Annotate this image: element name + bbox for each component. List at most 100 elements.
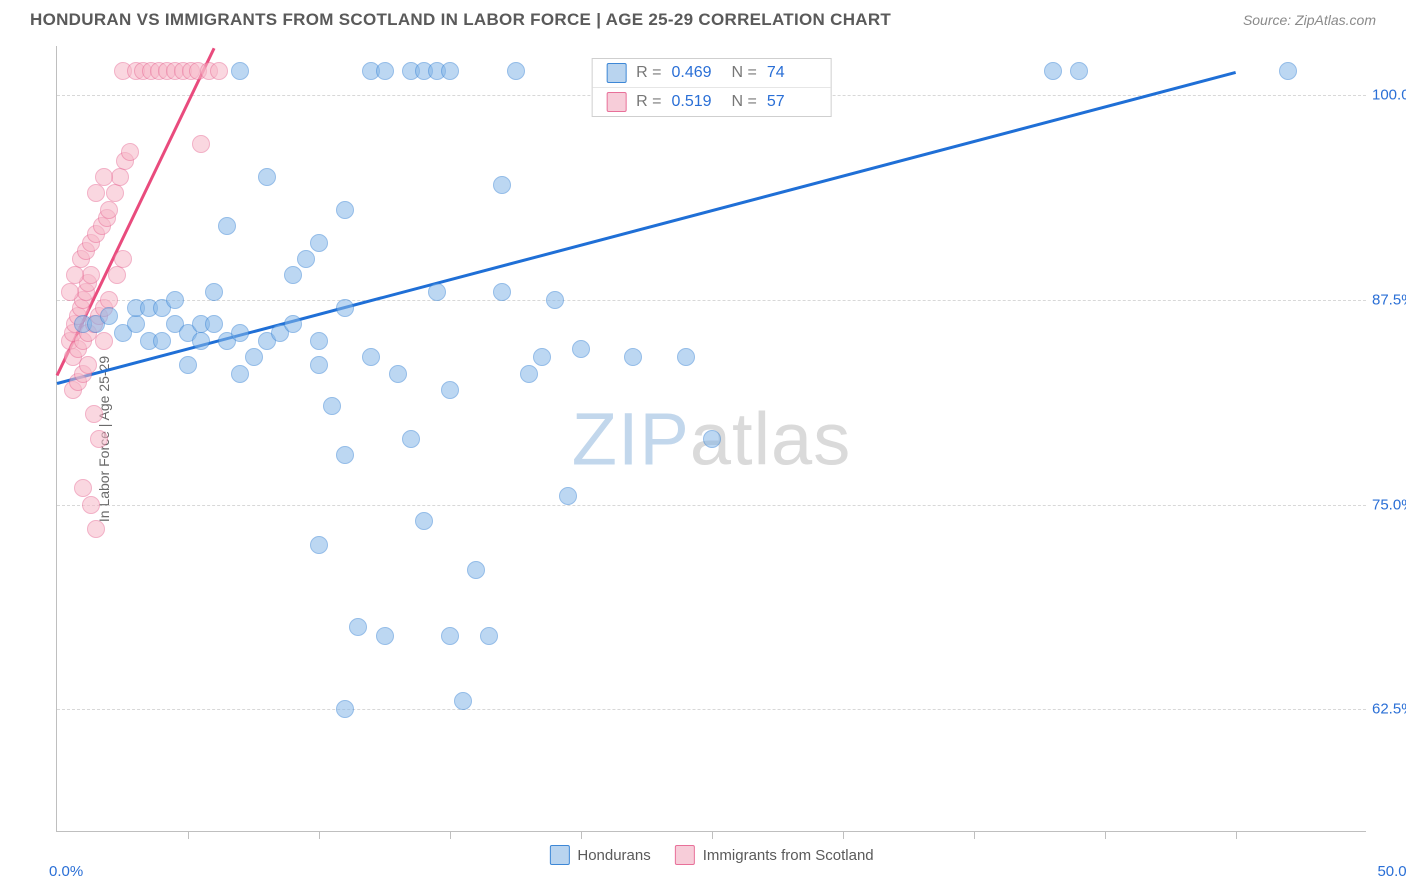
x-tick — [450, 831, 451, 839]
x-min-label: 0.0% — [49, 863, 83, 880]
data-point — [480, 627, 498, 645]
gridline — [57, 300, 1366, 301]
data-point — [100, 201, 118, 219]
legend-item-scotland: Immigrants from Scotland — [675, 845, 874, 865]
data-point — [179, 356, 197, 374]
y-tick-label: 75.0% — [1372, 496, 1406, 513]
data-point — [1044, 62, 1062, 80]
swatch-blue-icon — [606, 63, 626, 83]
data-point — [284, 315, 302, 333]
data-point — [559, 487, 577, 505]
data-point — [310, 332, 328, 350]
data-point — [95, 168, 113, 186]
stat-r-value: 0.469 — [672, 64, 722, 82]
gridline — [57, 505, 1366, 506]
x-tick — [188, 831, 189, 839]
data-point — [284, 266, 302, 284]
data-point — [100, 291, 118, 309]
stat-n-value: 57 — [767, 93, 817, 111]
data-point — [121, 143, 139, 161]
data-point — [467, 561, 485, 579]
stat-label-n: N = — [732, 93, 757, 111]
data-point — [546, 291, 564, 309]
data-point — [402, 430, 420, 448]
y-tick-label: 100.0% — [1372, 87, 1406, 104]
data-point — [192, 332, 210, 350]
legend: Hondurans Immigrants from Scotland — [549, 845, 873, 865]
data-point — [310, 536, 328, 554]
data-point — [428, 283, 446, 301]
data-point — [349, 618, 367, 636]
data-point — [362, 348, 380, 366]
data-point — [231, 365, 249, 383]
x-max-label: 50.0% — [1377, 863, 1406, 880]
data-point — [624, 348, 642, 366]
stat-label-n: N = — [732, 64, 757, 82]
stats-row-scotland: R = 0.519 N = 57 — [592, 88, 831, 116]
chart-plot-area: In Labor Force | Age 25-29 ZIPatlas 62.5… — [56, 46, 1366, 832]
stat-label-r: R = — [636, 93, 661, 111]
data-point — [454, 692, 472, 710]
data-point — [441, 62, 459, 80]
data-point — [82, 266, 100, 284]
legend-label: Immigrants from Scotland — [703, 847, 874, 864]
data-point — [336, 201, 354, 219]
data-point — [376, 627, 394, 645]
data-point — [74, 479, 92, 497]
swatch-blue-icon — [549, 845, 569, 865]
stat-n-value: 74 — [767, 64, 817, 82]
stat-label-r: R = — [636, 64, 661, 82]
x-tick — [974, 831, 975, 839]
data-point — [106, 184, 124, 202]
data-point — [323, 397, 341, 415]
data-point — [153, 332, 171, 350]
data-point — [310, 356, 328, 374]
stat-r-value: 0.519 — [672, 93, 722, 111]
data-point — [493, 283, 511, 301]
data-point — [336, 299, 354, 317]
gridline — [57, 709, 1366, 710]
x-tick — [319, 831, 320, 839]
data-point — [85, 405, 103, 423]
x-tick — [1105, 831, 1106, 839]
data-point — [336, 700, 354, 718]
data-point — [520, 365, 538, 383]
x-tick — [843, 831, 844, 839]
x-tick — [712, 831, 713, 839]
data-point — [376, 62, 394, 80]
data-point — [310, 234, 328, 252]
data-point — [100, 307, 118, 325]
data-point — [677, 348, 695, 366]
data-point — [258, 168, 276, 186]
correlation-stats-box: R = 0.469 N = 74 R = 0.519 N = 57 — [591, 58, 832, 117]
data-point — [245, 348, 263, 366]
data-point — [231, 62, 249, 80]
source-attribution: Source: ZipAtlas.com — [1243, 12, 1376, 28]
data-point — [79, 356, 97, 374]
data-point — [166, 291, 184, 309]
data-point — [297, 250, 315, 268]
data-point — [533, 348, 551, 366]
data-point — [336, 446, 354, 464]
data-point — [95, 332, 113, 350]
data-point — [231, 324, 249, 342]
data-point — [389, 365, 407, 383]
data-point — [572, 340, 590, 358]
y-tick-label: 87.5% — [1372, 291, 1406, 308]
data-point — [415, 512, 433, 530]
x-tick — [581, 831, 582, 839]
data-point — [507, 62, 525, 80]
data-point — [127, 315, 145, 333]
data-point — [90, 430, 108, 448]
legend-label: Hondurans — [577, 847, 650, 864]
data-point — [82, 496, 100, 514]
data-point — [114, 250, 132, 268]
data-point — [218, 217, 236, 235]
stats-row-honduran: R = 0.469 N = 74 — [592, 59, 831, 88]
swatch-pink-icon — [675, 845, 695, 865]
data-point — [205, 283, 223, 301]
data-point — [87, 520, 105, 538]
data-point — [87, 184, 105, 202]
data-point — [192, 135, 210, 153]
data-point — [66, 266, 84, 284]
